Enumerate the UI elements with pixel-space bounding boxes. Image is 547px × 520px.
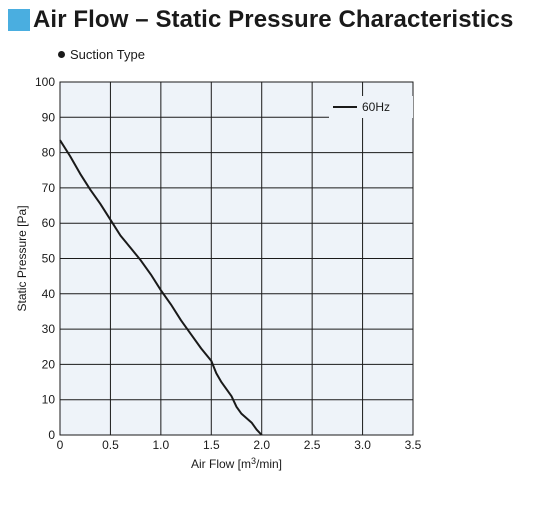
x-tick-label: 1.0 [153, 438, 170, 452]
grid-lines [60, 82, 413, 435]
y-tick-label: 70 [42, 181, 56, 195]
chart-subtitle-row: Suction Type [58, 47, 145, 62]
legend: 60Hz [329, 96, 413, 118]
chart-title-row: Air Flow – Static Pressure Characteristi… [8, 6, 513, 34]
x-tick-label: 2.5 [304, 438, 321, 452]
x-tick-label: 0.5 [102, 438, 119, 452]
tick-labels: 0 0.5 1.0 1.5 2.0 2.5 3.0 3.5 0 10 20 30 40 50 60 70 80 9… [35, 75, 422, 452]
x-axis-label-sup: 3 [251, 456, 256, 466]
chart-subtitle: Suction Type [70, 47, 145, 62]
title-accent-square [8, 9, 30, 31]
x-tick-label: 2.0 [253, 438, 270, 452]
y-tick-label: 60 [42, 216, 56, 230]
x-axis-label-end: /min] [256, 457, 282, 471]
series-line-60hz [59, 139, 263, 436]
legend-label: 60Hz [362, 100, 390, 114]
y-tick-label: 40 [42, 287, 56, 301]
y-tick-label: 50 [42, 252, 56, 266]
x-axis-label-main: Air Flow [m [191, 457, 251, 471]
x-tick-label: 3.5 [405, 438, 422, 452]
y-axis-label: Static Pressure [Pa] [15, 205, 29, 311]
chart-title: Air Flow – Static Pressure Characteristi… [33, 6, 514, 33]
x-axis-label: Air Flow [m3/min] [191, 456, 282, 471]
y-tick-label: 20 [42, 357, 56, 371]
y-tick-label: 80 [42, 146, 56, 160]
bullet-icon [58, 51, 65, 58]
y-tick-label: 30 [42, 322, 56, 336]
y-tick-label: 10 [42, 393, 56, 407]
y-tick-label: 90 [42, 110, 56, 124]
x-tick-label: 1.5 [203, 438, 220, 452]
x-tick-label: 0 [57, 438, 64, 452]
x-tick-label: 3.0 [354, 438, 371, 452]
y-tick-label: 100 [35, 75, 55, 89]
legend-box [329, 96, 413, 118]
y-tick-label: 0 [48, 428, 55, 442]
